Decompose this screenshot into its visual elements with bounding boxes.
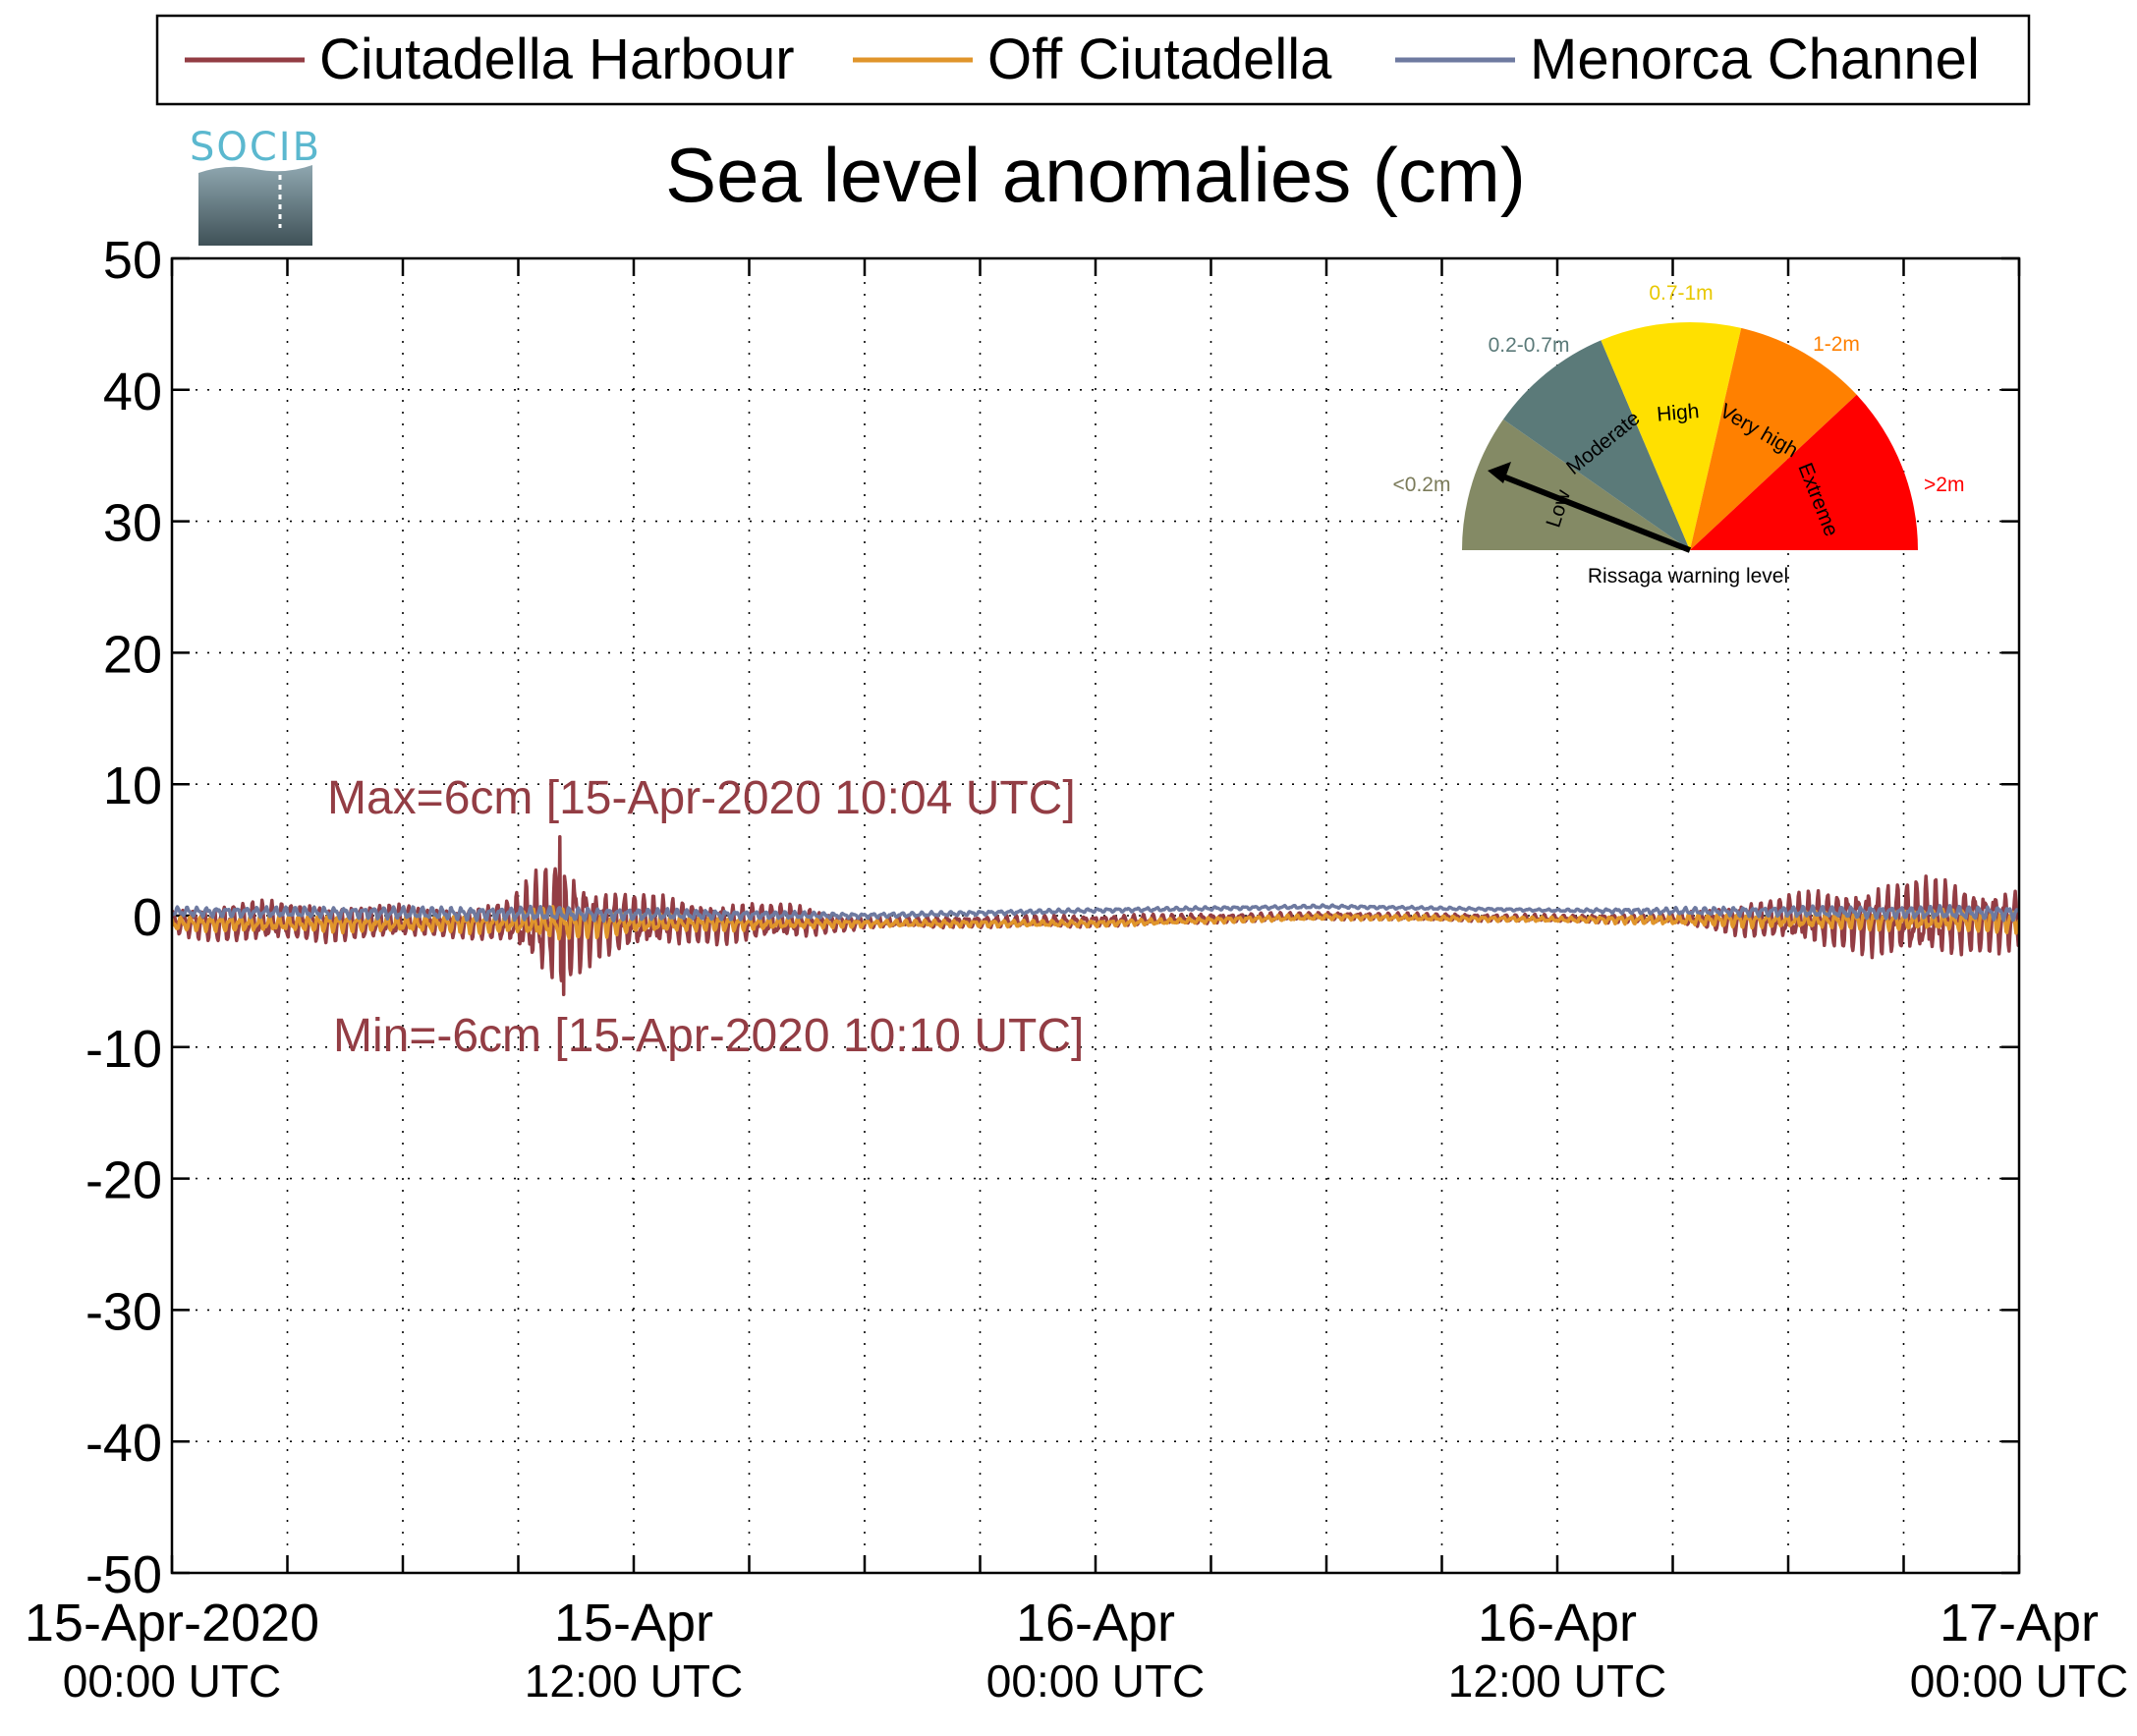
x-tick-label-time: 00:00 UTC — [63, 1655, 281, 1707]
x-tick-label-time: 00:00 UTC — [1910, 1655, 2128, 1707]
y-tick-label: 50 — [103, 231, 162, 290]
x-tick-label-date: 17-Apr — [1940, 1594, 2099, 1652]
legend-box — [155, 14, 2031, 106]
y-tick-label: 10 — [103, 756, 162, 815]
y-tick-label: 40 — [103, 363, 162, 421]
gauge-segment — [1503, 340, 1690, 550]
legend: Ciutadella Harbour Off Ciutadella Menorc… — [155, 14, 2031, 106]
y-tick-label: -30 — [85, 1282, 162, 1341]
gauge-needle — [1501, 474, 1692, 553]
series-line-off-ciutadella — [172, 905, 2019, 941]
socib-logo-wave — [198, 165, 312, 246]
x-tick-label-time: 00:00 UTC — [986, 1655, 1205, 1707]
gauge-range-label: <0.2m — [1393, 474, 1451, 496]
max-annotation: Max=6cm [15-Apr-2020 10:04 UTC] — [327, 772, 1076, 824]
gauge-caption: Rissaga warning level — [1588, 565, 1788, 588]
gauge-range-label: 0.2-0.7m — [1489, 334, 1570, 357]
gauge-range-label: 1-2m — [1813, 333, 1860, 356]
gauge-range-labels: <0.2m 0.2-0.7m 0.7-1m 1-2m >2m — [1393, 282, 1965, 496]
y-tick-label: -10 — [85, 1020, 162, 1079]
gauge-segments — [1462, 321, 1918, 550]
gauge-level-label: High — [1656, 400, 1700, 426]
legend-label-off: Off Ciutadella — [987, 28, 1332, 91]
y-tick-label: -20 — [85, 1151, 162, 1210]
plot-frame — [170, 256, 2021, 1575]
gauge-range-label: >2m — [1924, 474, 1964, 496]
series-line-menorca-channel — [172, 903, 2019, 924]
min-annotation: Min=-6cm [15-Apr-2020 10:10 UTC] — [333, 1010, 1084, 1062]
legend-label-harbour: Ciutadella Harbour — [319, 28, 795, 91]
x-tick-label-date: 16-Apr — [1478, 1594, 1637, 1652]
y-tick-label: 0 — [133, 888, 162, 947]
y-tick-label: -40 — [85, 1414, 162, 1473]
gauge-segment — [1462, 419, 1690, 550]
y-tick-label: 30 — [103, 494, 162, 553]
y-tick-label: 20 — [103, 625, 162, 684]
chart-title: Sea level anomalies (cm) — [665, 132, 1526, 218]
series-group — [172, 834, 2019, 997]
gauge-segment — [1690, 327, 1857, 550]
gauge-segment — [1601, 321, 1742, 550]
gauge-segment — [1690, 394, 1918, 550]
x-tick-label-date: 16-Apr — [1016, 1594, 1175, 1652]
gauge-range-label: 0.7-1m — [1649, 282, 1713, 305]
x-tick-label-date: 15-Apr-2020 — [25, 1594, 319, 1652]
x-tick-label-time: 12:00 UTC — [1448, 1655, 1666, 1707]
gauge-needle-head — [1488, 462, 1511, 483]
socib-logo: SOCIB — [190, 125, 321, 246]
legend-label-channel: Menorca Channel — [1530, 28, 1980, 91]
y-tick-label: -50 — [85, 1545, 162, 1604]
y-axis: 50 40 30 20 10 0 -10 -20 -30 -40 -50 — [85, 231, 2019, 1604]
x-tick-label-time: 12:00 UTC — [525, 1655, 743, 1707]
x-tick-label-date: 15-Apr — [554, 1594, 713, 1652]
socib-logo-text: SOCIB — [190, 125, 321, 170]
